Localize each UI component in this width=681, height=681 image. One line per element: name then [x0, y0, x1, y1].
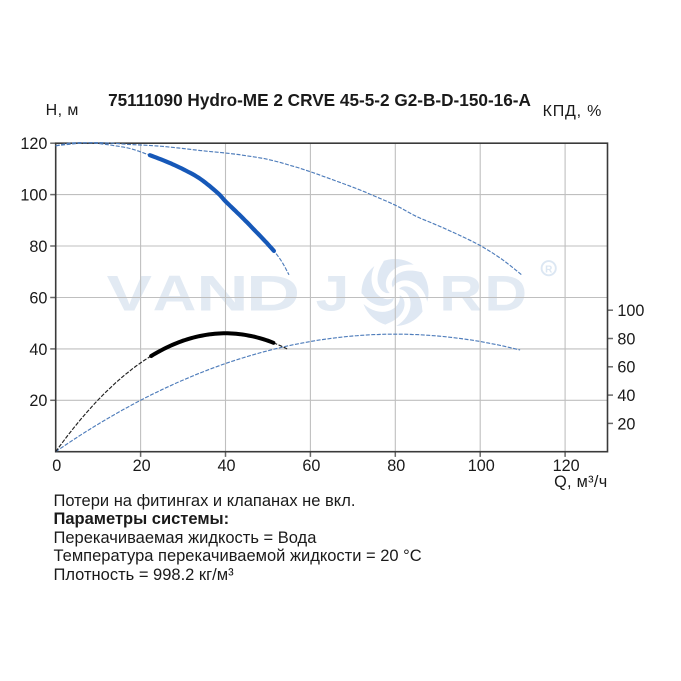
- svg-text:80: 80: [617, 330, 635, 348]
- svg-text:120: 120: [20, 135, 47, 153]
- svg-text:D: D: [246, 265, 300, 321]
- svg-text:100: 100: [468, 457, 495, 475]
- svg-text:80: 80: [29, 238, 47, 256]
- svg-text:20: 20: [617, 415, 635, 433]
- svg-text:60: 60: [302, 457, 320, 475]
- svg-text:D: D: [485, 266, 528, 322]
- svg-text:0: 0: [52, 457, 61, 475]
- svg-text:20: 20: [29, 392, 47, 410]
- svg-text:40: 40: [29, 341, 47, 359]
- svg-text:100: 100: [617, 302, 644, 320]
- svg-text:N: N: [196, 266, 248, 321]
- svg-text:60: 60: [617, 359, 635, 377]
- svg-text:40: 40: [217, 457, 235, 475]
- svg-text:80: 80: [387, 457, 405, 475]
- svg-text:A: A: [153, 265, 197, 321]
- svg-text:R: R: [545, 265, 553, 276]
- svg-text:20: 20: [133, 457, 151, 475]
- svg-text:V: V: [107, 265, 153, 321]
- svg-text:60: 60: [29, 289, 47, 307]
- svg-text:120: 120: [553, 457, 580, 475]
- svg-text:R: R: [439, 265, 482, 321]
- svg-text:40: 40: [617, 387, 635, 405]
- svg-text:100: 100: [20, 187, 47, 205]
- svg-text:J: J: [316, 265, 350, 321]
